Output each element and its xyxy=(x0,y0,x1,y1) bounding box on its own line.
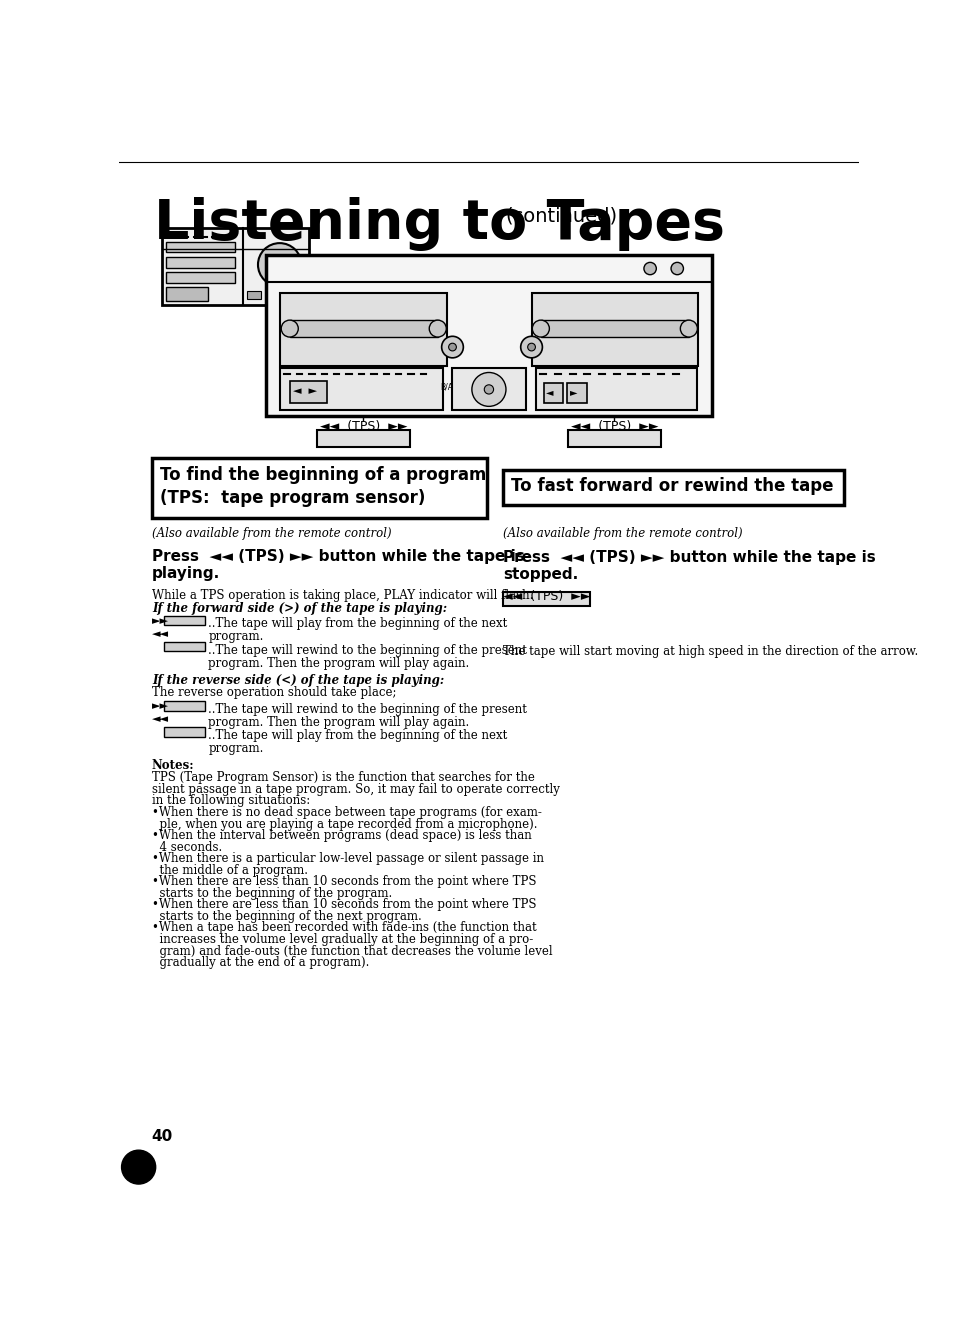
Text: starts to the beginning of the next program.: starts to the beginning of the next prog… xyxy=(152,910,421,922)
Circle shape xyxy=(643,263,656,275)
Text: ..The tape will rewind to the beginning of the present: ..The tape will rewind to the beginning … xyxy=(208,702,527,716)
Circle shape xyxy=(281,320,298,337)
Bar xyxy=(247,291,261,299)
Bar xyxy=(286,291,299,299)
Text: •When there are less than 10 seconds from the point where TPS: •When there are less than 10 seconds fro… xyxy=(152,898,536,912)
Text: ◄◄  (TPS)  ►►: ◄◄ (TPS) ►► xyxy=(570,420,658,433)
Bar xyxy=(280,293,447,367)
Bar xyxy=(540,320,688,337)
Text: (TPS:  tape program sensor): (TPS: tape program sensor) xyxy=(159,489,424,507)
Text: ..The tape will play from the beginning of the next: ..The tape will play from the beginning … xyxy=(208,617,507,631)
Text: •When the interval between programs (dead space) is less than: •When the interval between programs (dea… xyxy=(152,829,531,842)
Text: ..The tape will rewind to the beginning of the present: ..The tape will rewind to the beginning … xyxy=(208,644,527,657)
Text: program.: program. xyxy=(208,742,263,754)
Text: Notes:: Notes: xyxy=(152,758,194,772)
Circle shape xyxy=(472,372,505,407)
Text: •When there is no dead space between tape programs (for exam-: •When there is no dead space between tap… xyxy=(152,806,541,818)
Bar xyxy=(502,592,589,605)
Text: ◄: ◄ xyxy=(546,387,553,397)
Text: stopped.: stopped. xyxy=(502,568,578,583)
Text: ◄◄: ◄◄ xyxy=(152,629,169,639)
Text: gram) and fade-outs (the function that decreases the volume level: gram) and fade-outs (the function that d… xyxy=(152,945,552,957)
Bar xyxy=(164,701,204,710)
Bar xyxy=(164,616,204,625)
Bar xyxy=(166,257,235,268)
Text: ►►: ►► xyxy=(152,701,169,712)
Text: silent passage in a tape program. So, it may fail to operate correctly: silent passage in a tape program. So, it… xyxy=(152,782,559,796)
Text: •When a tape has been recorded with fade-ins (the function that: •When a tape has been recorded with fade… xyxy=(152,921,536,934)
Text: To find the beginning of a program: To find the beginning of a program xyxy=(159,465,485,484)
Bar xyxy=(290,381,327,403)
Text: playing.: playing. xyxy=(152,565,220,581)
Bar xyxy=(266,291,280,299)
Bar xyxy=(280,368,443,411)
Text: starts to the beginning of the program.: starts to the beginning of the program. xyxy=(152,886,392,900)
Text: ◄  ►: ◄ ► xyxy=(293,387,316,396)
Text: 40: 40 xyxy=(152,1129,172,1144)
Text: The tape will start moving at high speed in the direction of the arrow.: The tape will start moving at high speed… xyxy=(502,645,917,659)
Circle shape xyxy=(441,336,463,357)
Circle shape xyxy=(670,263,682,275)
Text: TPS (Tape Program Sensor) is the function that searches for the: TPS (Tape Program Sensor) is the functio… xyxy=(152,772,534,784)
Text: program.: program. xyxy=(208,631,263,644)
Circle shape xyxy=(257,243,301,287)
Bar xyxy=(152,459,487,519)
Text: If the forward side (>) of the tape is playing:: If the forward side (>) of the tape is p… xyxy=(152,603,446,615)
Circle shape xyxy=(679,320,697,337)
Text: ◄◄  (TPS)  ►►: ◄◄ (TPS) ►► xyxy=(502,591,590,604)
Bar xyxy=(290,320,437,337)
Text: gradually at the end of a program).: gradually at the end of a program). xyxy=(152,956,369,969)
Bar xyxy=(316,431,410,447)
Circle shape xyxy=(484,385,493,395)
Text: (Also available from the remote control): (Also available from the remote control) xyxy=(502,528,741,540)
Circle shape xyxy=(448,343,456,351)
Text: While a TPS operation is taking place, PLAY indicator will flash.: While a TPS operation is taking place, P… xyxy=(152,589,533,603)
Circle shape xyxy=(520,336,542,357)
Bar xyxy=(166,241,235,252)
Bar xyxy=(531,293,698,367)
Text: Press  ◄◄ (TPS) ►► button while the tape is: Press ◄◄ (TPS) ►► button while the tape … xyxy=(152,549,524,564)
Bar xyxy=(166,287,208,301)
Text: Press  ◄◄ (TPS) ►► button while the tape is: Press ◄◄ (TPS) ►► button while the tape … xyxy=(502,551,875,565)
Text: program. Then the program will play again.: program. Then the program will play agai… xyxy=(208,716,469,729)
Bar xyxy=(164,728,204,737)
Text: •When there is a particular low-level passage or silent passage in: •When there is a particular low-level pa… xyxy=(152,852,543,865)
Circle shape xyxy=(274,259,286,271)
Circle shape xyxy=(121,1150,155,1184)
Bar xyxy=(502,471,843,505)
Bar xyxy=(266,255,711,416)
Text: in the following situations:: in the following situations: xyxy=(152,794,310,808)
Text: ..The tape will play from the beginning of the next: ..The tape will play from the beginning … xyxy=(208,729,507,742)
Bar xyxy=(567,431,660,447)
Text: increases the volume level gradually at the beginning of a pro-: increases the volume level gradually at … xyxy=(152,933,533,946)
Bar xyxy=(543,384,562,403)
Text: ►►: ►► xyxy=(152,616,169,625)
Text: ◄◄  (TPS)  ►►: ◄◄ (TPS) ►► xyxy=(319,420,407,433)
Circle shape xyxy=(532,320,549,337)
Text: (Also available from the remote control): (Also available from the remote control) xyxy=(152,528,391,540)
Bar xyxy=(567,384,586,403)
Text: •When there are less than 10 seconds from the point where TPS: •When there are less than 10 seconds fro… xyxy=(152,876,536,888)
Text: the middle of a program.: the middle of a program. xyxy=(152,864,308,877)
Circle shape xyxy=(429,320,446,337)
Text: ple, when you are playing a tape recorded from a microphone).: ple, when you are playing a tape recorde… xyxy=(152,817,537,830)
Text: Listening to Tapes: Listening to Tapes xyxy=(154,197,724,251)
Text: To fast forward or rewind the tape: To fast forward or rewind the tape xyxy=(510,477,832,495)
Text: If the reverse side (<) of the tape is playing:: If the reverse side (<) of the tape is p… xyxy=(152,673,443,686)
Bar xyxy=(162,228,309,305)
Text: ◄◄: ◄◄ xyxy=(152,714,169,724)
Text: program. Then the program will play again.: program. Then the program will play agai… xyxy=(208,657,469,669)
Circle shape xyxy=(527,343,535,351)
Text: ►: ► xyxy=(569,387,577,397)
Text: B/A: B/A xyxy=(439,383,453,392)
Text: 4 seconds.: 4 seconds. xyxy=(152,841,222,853)
Text: (continued): (continued) xyxy=(505,207,617,225)
Text: The reverse operation should take place;: The reverse operation should take place; xyxy=(152,686,395,698)
Bar xyxy=(166,272,235,283)
Bar xyxy=(536,368,696,411)
Bar xyxy=(452,368,525,411)
Bar xyxy=(164,643,204,652)
